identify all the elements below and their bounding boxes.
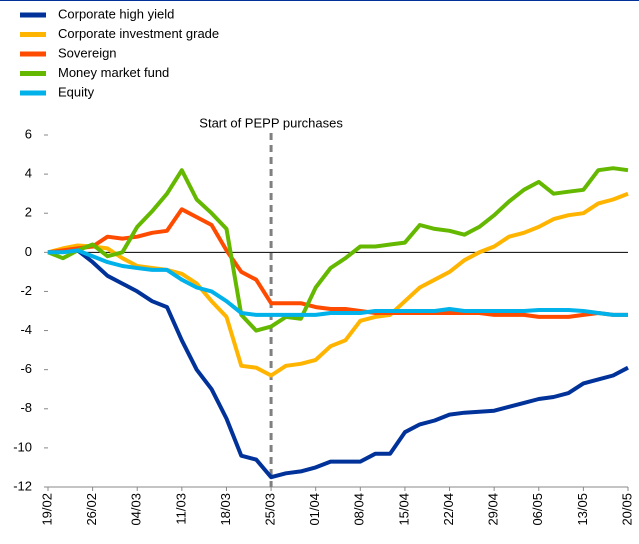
legend-label: Corporate investment grade [58,26,219,41]
x-tick-label: 08/04 [352,493,367,526]
x-tick-label: 26/02 [84,493,99,526]
legend-label: Money market fund [58,65,169,80]
x-tick-label: 22/04 [441,493,456,526]
x-tick-label: 04/03 [129,493,144,526]
x-tick-label: 19/02 [39,493,54,526]
x-tick-label: 29/04 [486,493,501,526]
y-tick-label: -6 [20,361,32,376]
x-tick-label: 25/03 [263,493,278,526]
y-tick-label: 6 [25,126,32,141]
x-tick-label: 13/05 [575,493,590,526]
series-line [47,166,629,333]
y-tick-label: -4 [20,322,32,337]
y-tick-label: -8 [20,400,32,415]
legend-label: Sovereign [58,45,117,60]
x-tick-label: 15/04 [396,493,411,526]
x-tick-label: 11/03 [173,493,188,525]
legend-label: Corporate high yield [58,6,174,21]
series-line [47,207,628,319]
legend-label: Equity [58,84,95,99]
y-tick-label: -12 [13,478,32,493]
y-tick-label: 0 [25,244,32,259]
x-tick-label: 18/03 [218,493,233,526]
series-line [47,191,629,378]
y-tick-label: -2 [20,283,32,298]
annotation-text: Start of PEPP purchases [199,115,343,130]
x-tick-label: 20/05 [619,493,634,526]
series-line [48,248,628,317]
y-tick-label: 2 [25,205,32,220]
y-tick-label: -10 [13,439,32,454]
x-tick-label: 01/04 [307,493,322,526]
series-line [47,248,629,480]
y-tick-label: 4 [25,166,32,181]
x-tick-label: 06/05 [530,493,545,526]
